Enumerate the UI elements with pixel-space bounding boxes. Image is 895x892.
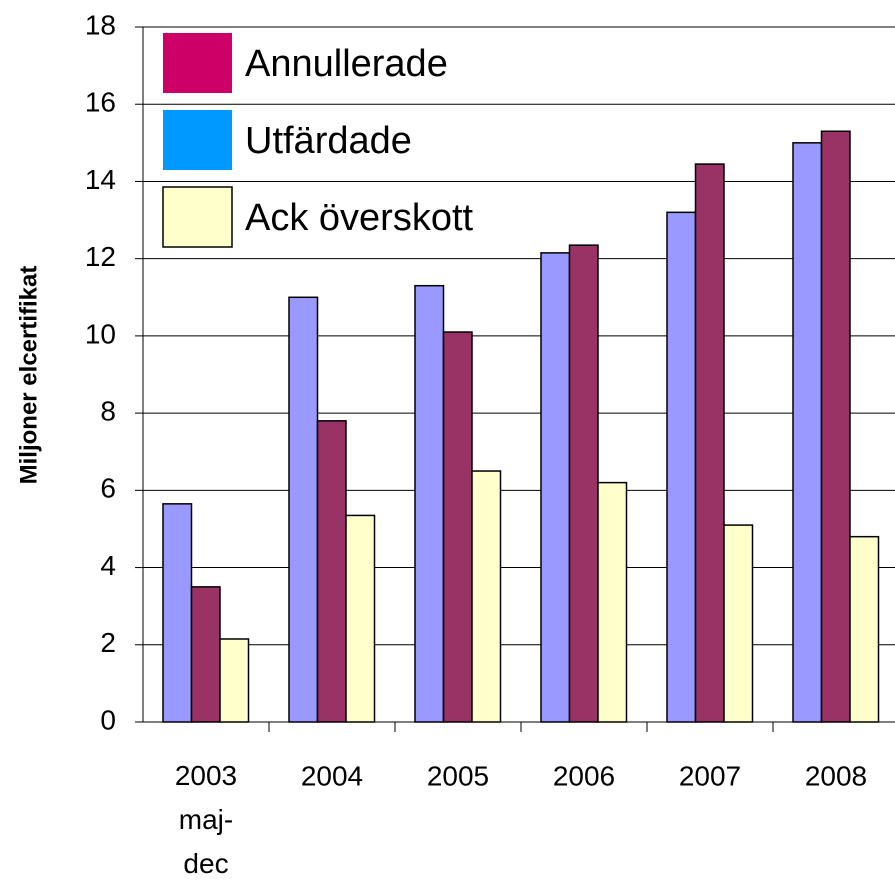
bar [414, 284, 445, 723]
bar [219, 638, 250, 723]
x-tick-label: 2008 [805, 760, 867, 791]
bar [568, 244, 599, 723]
y-tick-label: 4 [100, 550, 116, 581]
bar [820, 130, 851, 723]
y-tick-label: 6 [100, 473, 116, 504]
bar [792, 142, 823, 723]
x-tick-label: 2006 [553, 760, 615, 791]
x-tick-label: 2007 [679, 760, 741, 791]
x-tick-label: 2004 [301, 760, 363, 791]
bar [849, 535, 880, 723]
bar [442, 331, 473, 723]
bar [345, 514, 376, 723]
bar [316, 420, 347, 723]
bar [597, 481, 628, 723]
legend-label: Utfärdade [245, 120, 412, 162]
x-tick-label-line: maj- [179, 804, 233, 835]
legend-label: Ack överskott [245, 197, 474, 239]
x-tick-label-line: dec [183, 848, 228, 879]
x-tick-label: 2005 [427, 760, 489, 791]
legend-swatch [163, 33, 232, 93]
bar [471, 470, 502, 723]
bar [723, 524, 754, 723]
bar [288, 296, 319, 723]
x-tick-label-line: 2003 [175, 760, 237, 791]
y-tick-label: 10 [85, 318, 116, 349]
bar [666, 211, 697, 723]
y-tick-label: 14 [85, 164, 116, 195]
y-tick-label: 8 [100, 396, 116, 427]
bar [540, 252, 571, 723]
x-tick-label: 2003 maj-dec [175, 760, 237, 879]
y-tick-label: 0 [100, 704, 116, 735]
y-tick-label: 16 [85, 87, 116, 118]
legend-swatch [163, 110, 232, 170]
y-tick-label: 2 [100, 627, 116, 658]
y-axis-title: Miljoner elcertifikat [15, 266, 42, 485]
legend-swatch [162, 186, 233, 248]
bar [190, 586, 221, 723]
bar [162, 503, 193, 723]
y-tick-label: 12 [85, 241, 116, 272]
y-tick-label: 18 [85, 9, 116, 40]
legend-label: Annullerade [245, 43, 448, 85]
bar [694, 163, 725, 723]
